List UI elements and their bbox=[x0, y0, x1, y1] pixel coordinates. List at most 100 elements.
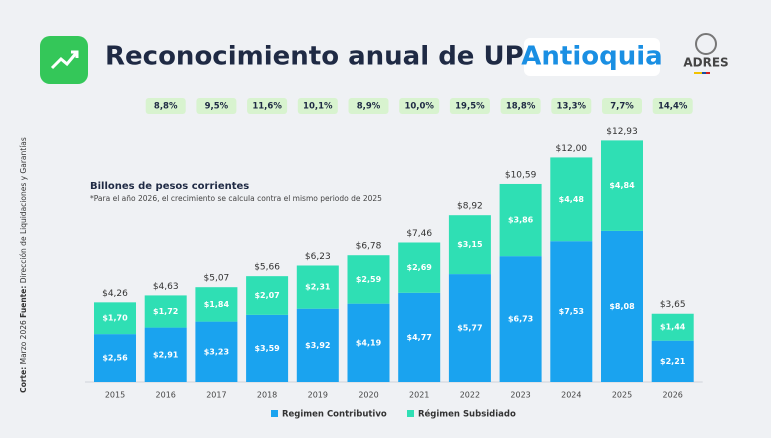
subtitle: Billones de pesos corrientes bbox=[90, 181, 249, 192]
growth-label: 8,8% bbox=[154, 102, 178, 112]
segment-label: $2,07 bbox=[254, 291, 279, 300]
bar-segment bbox=[398, 292, 441, 382]
source-note: Corte: Marzo 2026 Fuente: Dirección de L… bbox=[19, 137, 28, 393]
growth-label: 8,9% bbox=[357, 102, 381, 112]
total-label: $3,65 bbox=[660, 300, 686, 310]
bar-segment bbox=[246, 276, 289, 315]
segment-label: $3,23 bbox=[204, 347, 229, 356]
chart-icon-arrow bbox=[71, 50, 79, 58]
growth-pill bbox=[348, 98, 389, 114]
growth-label: 10,0% bbox=[404, 102, 434, 112]
x-tick-label: 2019 bbox=[308, 391, 328, 400]
bar-segment bbox=[347, 255, 390, 304]
logo-emblem bbox=[695, 33, 717, 55]
total-label: $8,92 bbox=[457, 202, 483, 212]
bar-segment bbox=[499, 256, 542, 382]
bar-segment bbox=[246, 314, 289, 382]
x-tick-label: 2026 bbox=[663, 391, 683, 400]
growth-label: 13,3% bbox=[557, 102, 587, 112]
growth-pill bbox=[500, 98, 541, 114]
bar-segment bbox=[550, 241, 593, 382]
segment-label: $2,91 bbox=[153, 350, 179, 359]
x-tick-label: 2015 bbox=[105, 391, 125, 400]
logo-flag bbox=[702, 72, 706, 74]
bar-segment bbox=[296, 308, 339, 382]
bar-segment bbox=[195, 321, 238, 382]
total-label: $12,93 bbox=[606, 127, 638, 137]
logo-flag bbox=[706, 72, 710, 74]
source-cut: Marzo 2026 bbox=[19, 320, 28, 364]
total-label: $5,66 bbox=[254, 263, 280, 273]
growth-label: 18,8% bbox=[506, 102, 536, 112]
bar-segment bbox=[550, 157, 593, 242]
total-label: $10,59 bbox=[505, 170, 537, 180]
segment-label: $4,19 bbox=[356, 338, 382, 347]
growth-label: 11,6% bbox=[252, 102, 282, 112]
segment-label: $4,77 bbox=[407, 333, 432, 342]
growth-pill bbox=[196, 98, 237, 114]
bar-segment bbox=[499, 183, 542, 257]
segment-label: $4,48 bbox=[559, 195, 585, 204]
legend-label: Regimen Contributivo bbox=[282, 410, 387, 420]
bar-segment bbox=[651, 340, 694, 382]
growth-pill bbox=[551, 98, 592, 114]
segment-label: $2,59 bbox=[356, 275, 382, 284]
total-label: $7,46 bbox=[406, 229, 432, 239]
growth-pill bbox=[449, 98, 490, 114]
bar-segment bbox=[94, 334, 136, 382]
bar-segment bbox=[448, 274, 491, 382]
legend-label: Régimen Subsidiado bbox=[418, 409, 516, 420]
bar-segment bbox=[448, 215, 491, 275]
title-highlight: Antioquia bbox=[521, 42, 662, 72]
segment-label: $2,69 bbox=[407, 263, 433, 272]
x-tick-label: 2025 bbox=[612, 391, 632, 400]
segment-label: $5,77 bbox=[457, 324, 482, 333]
x-tick-label: 2024 bbox=[561, 391, 581, 400]
segment-label: $1,84 bbox=[204, 300, 230, 309]
chart-icon-line bbox=[50, 51, 79, 70]
segment-label: $3,92 bbox=[305, 341, 330, 350]
segment-label: $2,21 bbox=[660, 357, 686, 366]
x-tick-label: 2022 bbox=[460, 391, 480, 400]
segment-label: $1,44 bbox=[660, 323, 686, 332]
bar-segment bbox=[601, 230, 643, 382]
note: *Para el año 2026, el crecimiento se cal… bbox=[90, 194, 382, 203]
source: Dirección de Liquidaciones y Garantías bbox=[19, 137, 28, 283]
segment-label: $7,53 bbox=[559, 307, 584, 316]
segment-label: $2,31 bbox=[305, 283, 331, 292]
segment-label: $1,72 bbox=[153, 307, 178, 316]
growth-label: 9,5% bbox=[205, 102, 229, 112]
growth-pill bbox=[602, 98, 642, 114]
logo-flag bbox=[694, 72, 702, 74]
growth-label: 19,5% bbox=[455, 102, 485, 112]
total-label: $6,23 bbox=[305, 252, 331, 262]
plot: $2,56 $1,70 $4,26 2015 $2,91 $1,72 $4,63 2016 8,… bbox=[85, 98, 703, 420]
total-label: $6,78 bbox=[356, 242, 382, 252]
growth-pill bbox=[652, 98, 693, 114]
x-tick-label: 2021 bbox=[409, 391, 429, 400]
growth-label: 14,4% bbox=[658, 102, 688, 112]
segment-label: $3,59 bbox=[254, 344, 280, 353]
x-tick-label: 2016 bbox=[156, 391, 176, 400]
segment-label: $1,70 bbox=[102, 314, 128, 323]
growth-label: 7,7% bbox=[610, 102, 634, 112]
segment-label: $6,73 bbox=[508, 315, 533, 324]
source-label: Fuente: bbox=[19, 286, 28, 318]
growth-pill bbox=[297, 98, 338, 114]
segment-label: $4,84 bbox=[609, 181, 635, 190]
bar-segment bbox=[398, 242, 441, 293]
segment-label: $8,08 bbox=[609, 302, 635, 311]
total-label: $12,00 bbox=[556, 144, 588, 154]
segment-label: $3,15 bbox=[457, 240, 483, 249]
bar-segment bbox=[651, 313, 694, 341]
legend-swatch bbox=[271, 410, 278, 417]
growth-pill bbox=[145, 98, 186, 114]
bar-segment bbox=[347, 303, 390, 382]
segment-label: $2,56 bbox=[102, 354, 128, 363]
x-tick-label: 2020 bbox=[358, 391, 378, 400]
total-label: $4,63 bbox=[153, 282, 179, 292]
total-label: $4,26 bbox=[102, 289, 128, 299]
bar-segment bbox=[144, 295, 187, 328]
